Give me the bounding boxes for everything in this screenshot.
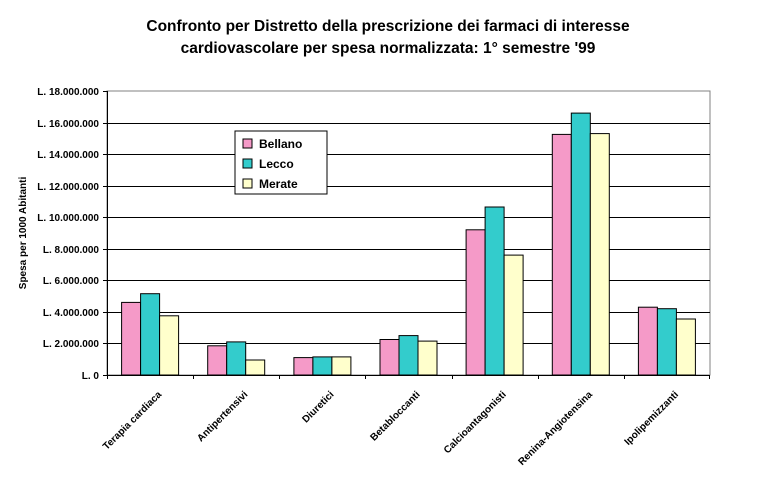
legend-swatch-bellano	[242, 138, 253, 149]
x-tick-labels: Terapia cardiaca Antipertensivi Diuretici B…	[101, 389, 681, 468]
bar-lecco	[570, 112, 591, 376]
legend-label-lecco: Lecco	[259, 157, 294, 171]
chart-title-line-2: cardiovascolare per spesa normalizzata: …	[180, 40, 596, 57]
bar-lecco	[398, 335, 419, 376]
y-tick-label: L. 0	[82, 371, 100, 382]
chart-title-line-1: Confronto per Distretto della prescrizio…	[146, 18, 630, 35]
y-tick-label: L. 18.000.000	[37, 87, 99, 98]
bar-bellano	[293, 357, 314, 376]
axes	[103, 91, 710, 379]
bar-lecco	[312, 356, 333, 376]
y-tick-label: L. 8.000.000	[43, 245, 100, 256]
x-tick-label: Antipertensivi	[195, 389, 250, 444]
chart-title: Confronto per Distretto della prescrizio…	[0, 16, 776, 60]
bar-merate	[245, 359, 266, 376]
bar-bellano	[207, 345, 228, 376]
y-axis-label: Spesa per 1000 Abitanti	[18, 177, 29, 290]
y-tick-label: L. 12.000.000	[37, 182, 99, 193]
bar-merate	[503, 254, 524, 376]
x-tick-label: Diuretici	[300, 389, 336, 425]
bar-bellano	[551, 133, 572, 376]
y-tick-label: L. 4.000.000	[43, 308, 100, 319]
bar-merate	[589, 133, 610, 376]
y-tick-label: L. 16.000.000	[37, 119, 99, 130]
legend-swatch-merate	[242, 178, 253, 189]
plot-area	[106, 90, 711, 376]
legend: Bellano Lecco Merate	[234, 130, 328, 195]
bar-lecco	[656, 308, 677, 376]
y-tick-label: L. 10.000.000	[37, 213, 99, 224]
gridlines	[106, 90, 711, 376]
bar-merate	[159, 315, 180, 376]
y-tick-label: L. 2.000.000	[43, 339, 100, 350]
bar-bellano	[465, 229, 486, 376]
y-tick-label: L. 14.000.000	[37, 150, 99, 161]
bars	[121, 112, 696, 376]
x-tick-label: Betabloccanti	[368, 389, 422, 443]
bar-bellano	[121, 301, 142, 376]
legend-swatch-lecco	[242, 158, 253, 169]
bar-lecco	[140, 293, 161, 376]
x-tick-label: Terapia cardiaca	[101, 389, 164, 452]
bar-merate	[675, 318, 696, 376]
bar-bellano	[379, 339, 400, 376]
x-tick-label: Renina-Angiotensina	[516, 389, 595, 468]
x-tick-label: Calcioantagonisti	[442, 389, 509, 456]
bar-lecco	[484, 206, 505, 376]
bar-merate	[417, 340, 438, 376]
y-tick-labels: L. 0 L. 2.000.000 L. 4.000.000 L. 6.000.000…	[37, 87, 99, 382]
bar-bellano	[637, 306, 658, 376]
legend-label-bellano: Bellano	[259, 137, 302, 151]
bar-lecco	[226, 341, 247, 376]
bar-merate	[331, 356, 352, 376]
y-tick-label: L. 6.000.000	[43, 276, 100, 287]
x-tick-label: Ipolipemizzanti	[623, 389, 682, 448]
legend-label-merate: Merate	[259, 177, 298, 191]
